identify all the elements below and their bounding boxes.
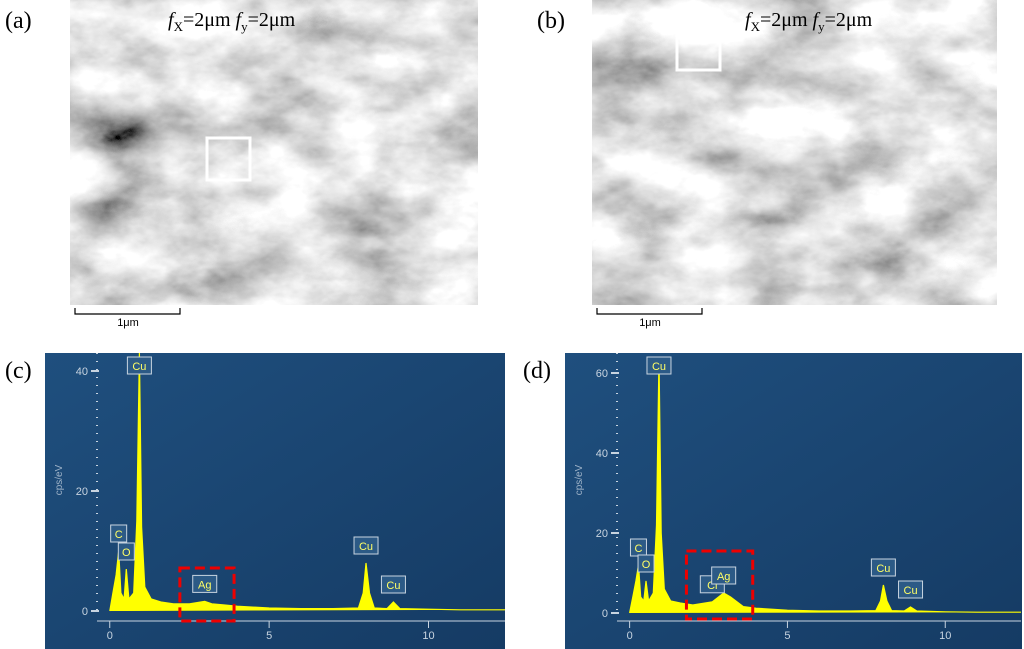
peak-label: Cu	[132, 361, 146, 373]
image-title: fX=2μm fy=2μm	[745, 9, 873, 34]
selection-box	[675, 26, 722, 72]
y-axis-label: cps/eV	[574, 464, 585, 495]
peak-label-box	[637, 554, 655, 573]
x-tick-label: 5	[784, 630, 790, 642]
highlight-box	[178, 566, 236, 623]
peak-label: Ag	[198, 579, 211, 591]
title-part: f	[745, 9, 753, 31]
title-part: =2μm	[183, 9, 236, 31]
peak-label: Cu	[652, 361, 666, 373]
y-tick-label: 0	[82, 606, 88, 618]
peak-label: Ag	[717, 571, 730, 583]
title-part: =2μm	[760, 9, 813, 31]
peak-label: O	[122, 547, 131, 559]
y-tick-label: 20	[76, 486, 88, 498]
title-part: f	[168, 9, 176, 31]
y-tick-label: 40	[596, 448, 608, 460]
peak-label: O	[642, 559, 651, 571]
peak-label-box	[117, 542, 135, 561]
peak-label-box	[192, 574, 218, 593]
title-part: f	[813, 9, 821, 31]
y-axis-label: cps/eV	[54, 464, 65, 495]
peak-label: C	[634, 543, 642, 555]
x-tick-label: 0	[627, 630, 633, 642]
peak-label-box	[711, 566, 737, 585]
x-tick-label: 10	[939, 630, 951, 642]
spectrum	[109, 352, 505, 612]
peak-label-box	[353, 536, 379, 555]
sem-image	[70, 0, 478, 305]
scale-label: 1μm	[117, 317, 139, 329]
scale-bar	[74, 308, 703, 315]
panel-label: (d)	[523, 358, 551, 384]
sem-image	[592, 0, 997, 305]
title-part: X	[174, 19, 184, 34]
title-part: =2μm	[825, 9, 873, 31]
peak-label-box	[870, 558, 896, 577]
y-tick-label: 60	[596, 368, 608, 380]
peak-label: C	[115, 529, 123, 541]
peak-label: Cu	[876, 563, 890, 575]
x-tick-label: 0	[107, 630, 113, 642]
panel-label: (a)	[5, 8, 32, 34]
panel-label: (c)	[5, 358, 32, 384]
panel-label: (b)	[537, 8, 565, 34]
selection-box	[205, 136, 252, 182]
highlight-box	[684, 549, 755, 621]
peak-label-box	[110, 524, 128, 543]
title-part: X	[751, 19, 761, 34]
peak-label-box	[380, 575, 406, 594]
peak-label-box	[898, 580, 924, 599]
x-tick-label: 5	[266, 630, 272, 642]
peak-label: Cu	[359, 541, 373, 553]
y-tick-label: 0	[602, 608, 608, 620]
y-tick-label: 20	[596, 528, 608, 540]
scale-label: 1μm	[639, 317, 661, 329]
y-tick-label: 40	[76, 366, 88, 378]
peak-label-box	[126, 356, 152, 375]
image-title: fX=2μm fy=2μm	[168, 9, 296, 34]
x-tick-label: 10	[422, 630, 434, 642]
title-part: =2μm	[248, 9, 296, 31]
peak-label: Cu	[904, 585, 918, 597]
title-part: y	[241, 19, 248, 34]
title-part: y	[818, 19, 825, 34]
peak-label-box	[646, 356, 672, 375]
title-part: f	[236, 9, 244, 31]
peak-label: Cl	[707, 580, 717, 592]
peak-label: Cu	[386, 580, 400, 592]
